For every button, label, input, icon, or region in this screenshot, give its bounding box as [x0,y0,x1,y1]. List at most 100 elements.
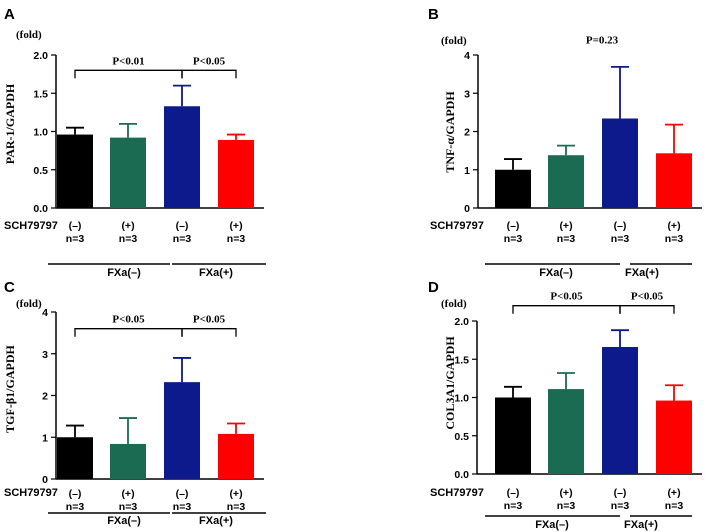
x-tick-n-b-2: n=3 [557,233,576,245]
bar-c-4 [218,433,254,479]
x-tick-label-d-2: (+) [559,487,572,499]
fold-label-d: (fold) [441,298,467,310]
group-label-b-fxa-minus: FXa(–) [539,267,573,279]
x-tick-n-a-4: n=3 [227,233,246,245]
y-tick-label-d: 1.5 [454,354,469,366]
plot-area-d: 0.00.51.01.52.0(–)n=3(+)n=3(–)n=3(+)n=3P… [454,291,702,517]
treatment-label-d: SCH79797 [430,487,484,499]
x-tick-label-d-3: (–) [614,487,627,499]
x-tick-n-b-4: n=3 [665,233,684,245]
y-tick-label-b: 2 [464,127,470,139]
x-tick-n-d-4: n=3 [665,500,684,512]
y-tick-label-d: 2.0 [454,316,469,328]
x-tick-n-c-4: n=3 [227,501,246,513]
x-tick-n-d-3: n=3 [611,500,630,512]
panel-letter-c: C [4,279,15,296]
panel-letter-d: D [428,279,439,296]
y-tick-label-c: 4 [42,307,48,319]
significance-bracket-a-1 [74,69,183,79]
x-tick-label-c-2: (+) [121,488,134,500]
bar-c-1 [57,437,93,479]
y-tick-label-c: 2 [42,391,48,403]
x-tick-n-a-1: n=3 [66,233,85,245]
y-axis-label-d: COL3A1/GAPDH [443,336,457,430]
x-tick-label-c-4: (+) [229,488,242,500]
bar-d-1 [495,397,531,474]
fold-label-c: (fold) [16,298,42,310]
x-tick-label-c-3: (–) [176,488,189,500]
x-tick-n-d-1: n=3 [504,500,523,512]
x-tick-n-c-3: n=3 [173,501,192,513]
x-tick-label-c-1: (–) [69,488,82,500]
bar-d-4 [656,400,692,474]
bar-d-3 [602,347,638,474]
x-tick-label-b-1: (–) [507,220,520,232]
treatment-label-a: SCH79797 [4,220,58,232]
x-tick-label-d-4: (+) [667,487,680,499]
group-label-c-fxa-plus: FXa(+) [199,515,233,527]
bar-c-3 [164,382,200,479]
fold-label-a: (fold) [16,29,42,41]
group-label-d-fxa-minus: FXa(–) [535,519,569,531]
significance-bracket-c-1 [74,328,183,337]
p-value-label-a-2: P<0.05 [193,55,226,67]
p-value-label-b-1: P=0.23 [586,35,619,47]
treatment-label-b: SCH79797 [430,220,484,232]
y-tick-label-b: 4 [464,50,470,62]
p-value-label-c-1: P<0.05 [112,314,145,326]
x-tick-n-a-2: n=3 [119,233,138,245]
bar-b-3 [602,118,638,208]
y-tick-label-a: 1.0 [33,127,48,139]
x-tick-label-a-4: (+) [229,220,242,232]
x-tick-label-b-3: (–) [614,220,627,232]
panel-d: (fold) COL3A1/GAPDH SCH79797 FXa(–) FXa(… [430,298,658,531]
x-tick-label-b-2: (+) [559,220,572,232]
panel-a: (fold) PAR-1/GAPDH SCH79797 FXa(–) FXa(+… [3,29,233,279]
y-tick-label-c: 3 [42,349,48,361]
significance-bracket-a-2 [181,69,237,79]
significance-bracket-d-1 [512,305,621,314]
x-tick-n-c-2: n=3 [119,501,138,513]
x-tick-n-b-1: n=3 [504,233,523,245]
x-tick-n-c-1: n=3 [66,501,85,513]
panel-c: (fold) TGF-β1/GAPDH SCH79797 FXa(–) FXa(… [3,298,233,527]
group-label-a-fxa-plus: FXa(+) [199,267,233,279]
y-tick-label-d: 0.0 [454,469,469,481]
y-axis-label-b: TNF-α/GAPDH [443,91,457,173]
panel-b: (fold) TNF-α/GAPDH SCH79797 FXa(–) FXa(+… [430,35,659,279]
bar-b-4 [656,153,692,208]
y-axis-label-a: PAR-1/GAPDH [3,83,17,164]
panel-letter-a: A [4,6,15,23]
y-tick-label-c: 1 [42,432,48,444]
p-value-label-d-1: P<0.05 [550,291,583,303]
x-tick-n-a-3: n=3 [173,233,192,245]
bar-b-2 [548,155,584,208]
plot-area-a: 0.00.51.01.52.0(–)n=3(+)n=3(–)n=3(+)n=3P… [33,50,266,265]
fold-label-b: (fold) [441,35,467,47]
y-tick-label-b: 3 [464,88,470,100]
y-tick-label-a: 2.0 [33,50,48,62]
p-value-label-d-2: P<0.05 [631,291,664,303]
group-label-b-fxa-plus: FXa(+) [625,267,659,279]
y-tick-label-b: 1 [464,165,470,177]
group-label-d-fxa-plus: FXa(+) [624,519,658,531]
significance-bracket-c-2 [181,328,237,337]
x-tick-label-b-4: (+) [667,220,680,232]
bar-a-4 [218,139,254,208]
y-tick-label-d: 0.5 [454,431,469,443]
treatment-label-c: SCH79797 [4,487,58,499]
x-tick-label-a-1: (–) [69,220,82,232]
bar-b-1 [495,169,531,208]
bar-a-2 [110,137,146,208]
x-tick-label-a-3: (–) [176,220,189,232]
y-tick-label-d: 1.0 [454,393,469,405]
p-value-label-c-2: P<0.05 [193,314,226,326]
y-tick-label-b: 0 [464,203,470,215]
y-tick-label-a: 0.0 [33,203,48,215]
x-tick-label-d-1: (–) [507,487,520,499]
y-axis-label-c: TGF-β1/GAPDH [3,345,17,433]
panel-letter-b: B [428,6,439,23]
significance-bracket-d-2 [619,305,675,314]
p-value-label-a-1: P<0.01 [112,55,144,67]
